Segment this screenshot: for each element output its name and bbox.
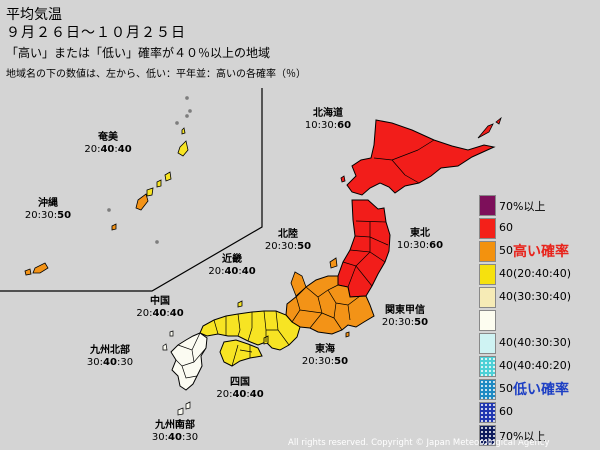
legend-label: 40(20:40:40) [499,267,571,280]
legend-category-label: 高い確率 [513,244,569,260]
inset-border [0,88,263,292]
map-title: 平均気温 [6,7,62,23]
region-name: 東北 [410,228,430,239]
kyushu-island [170,332,208,391]
legend-label: 70%以上 [499,430,546,443]
legend-swatch [479,195,496,216]
label-okinawa: 沖縄 20:30:50 [23,198,73,222]
region-probabilities: 20:30:50 [24,210,72,221]
region-name: 関東甲信 [385,305,425,316]
legend-swatch [479,264,496,285]
legend-swatch [479,310,496,331]
region-probabilities: 30:40:30 [86,357,134,368]
tohoku-prefecture-lines [342,220,389,288]
region-name: 九州北部 [90,345,130,356]
legend-row: 50 高い確率 [479,240,597,262]
izu-island [345,331,350,338]
label-shikoku: 四国 20:40:40 [215,377,265,401]
forecast-period: ９月２６日〜１０月２５日 [6,25,186,41]
region-name: 四国 [230,377,250,388]
legend-swatch [479,241,496,262]
region-probabilities: 30:40:30 [151,432,199,443]
label-kyushu-north: 九州北部 30:40:30 [85,345,135,369]
legend-row: 60 [479,217,597,239]
label-hokkaido: 北海道 10:30:60 [303,108,353,132]
region-probabilities: 10:30:60 [396,240,444,251]
legend-swatch [479,402,496,423]
legend-swatch [479,333,496,354]
region-probabilities: 20:40:40 [216,389,264,400]
label-tokai: 東海 20:30:50 [300,344,350,368]
legend-row: 40(40:30:30) [479,332,597,354]
legend-label: 40(30:30:40) [499,290,571,303]
legend-row: 40(40:40:20) [479,355,597,377]
okinawa-islands [24,193,149,276]
western-prefecture-lines [213,310,290,367]
legend-row: 70%以上 [479,424,597,446]
region-name: 東海 [315,344,335,355]
legend-label: 70%以上 [499,200,546,213]
label-amami: 奄美 20:40:40 [83,132,133,156]
label-kinki: 近畿 20:40:40 [207,254,257,278]
region-name: 沖縄 [38,198,58,209]
legend-label: 60 [499,405,513,418]
hokkaido-divisions [373,139,435,184]
legend-swatch [479,356,496,377]
central-prefecture-lines [291,284,361,331]
region-probabilities: 10:30:60 [304,120,352,131]
label-tohoku: 東北 10:30:60 [395,228,445,252]
map-subtitle: 「高い」または「低い」確率が４０％以上の地域 [6,46,271,60]
region-probabilities: 20:40:40 [84,144,132,155]
legend-label: 50 [499,244,513,257]
legend-label: 50 [499,382,513,395]
sado-island [329,257,338,269]
label-hokuriku: 北陸 20:30:50 [263,229,313,253]
region-probabilities: 20:30:50 [381,317,429,328]
small-islands [107,96,192,244]
region-name: 奄美 [98,132,118,143]
label-chugoku: 中国 20:40:40 [135,296,185,320]
probability-legend: 70%以上 60 50 高い確率 40(20:40:40) 40(30:30:40) 40(… [479,194,597,447]
legend-swatch [479,218,496,239]
oki-islands [237,300,243,308]
region-name: 北海道 [313,108,343,119]
label-kanto-koshin: 関東甲信 20:30:50 [377,305,433,329]
region-probabilities: 20:30:50 [264,241,312,252]
legend-row: 50 低い確率 [479,378,597,400]
legend-row: 60 [479,401,597,423]
legend-row: 40(20:40:40) [479,263,597,285]
legend-swatch [479,287,496,308]
kyushu-outer-islands [162,330,191,428]
region-name: 北陸 [278,229,298,240]
legend-row: 70%以上 [479,194,597,216]
region-probabilities: 20:30:50 [301,356,349,367]
amami-islands [146,127,189,197]
legend-label: 60 [499,221,513,234]
region-name: 中国 [150,296,170,307]
okushiri-island [340,175,346,183]
legend-swatch [479,379,496,400]
kuril-islands [477,116,502,139]
kyushu-prefecture-lines [175,332,207,379]
map-note: 地域名の下の数値は、左から、低い：平年並：高いの各確率（％） [6,69,306,80]
hokkaido-region [346,119,496,196]
legend-swatch [479,425,496,446]
region-name: 近畿 [222,254,242,265]
region-name: 九州南部 [155,420,195,431]
copyright-notice: All rights reserved. Copyright © Japan M… [288,438,550,448]
legend-label: 40(40:30:30) [499,336,571,349]
region-probabilities: 20:40:40 [136,308,184,319]
label-kyushu-south: 九州南部 30:40:30 [150,420,200,444]
tohoku-region [337,199,391,298]
legend-row: 40(30:30:40) [479,286,597,308]
western-honshu-region [199,310,301,351]
legend-category-label: 低い確率 [513,382,569,398]
legend-row [479,309,597,331]
region-probabilities: 20:40:40 [208,266,256,277]
legend-label: 40(40:40:20) [499,359,571,372]
noto-peninsula [290,271,307,297]
